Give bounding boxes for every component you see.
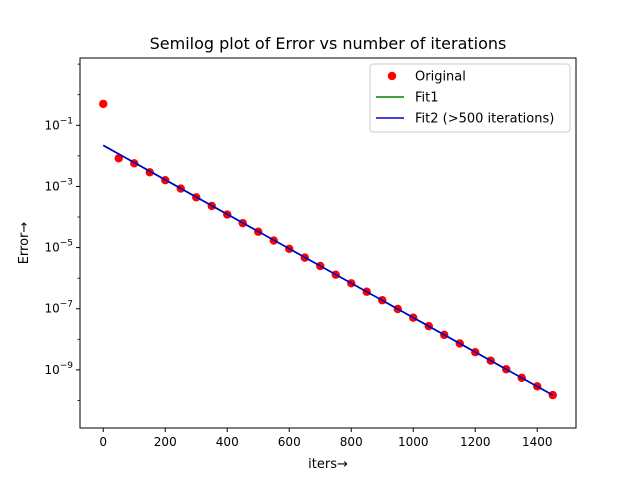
data-point xyxy=(114,154,123,163)
legend-label: Fit1 xyxy=(415,91,439,106)
x-tick-label: 1200 xyxy=(460,435,491,449)
legend-marker xyxy=(387,71,397,81)
series-line-2 xyxy=(102,144,554,396)
x-tick-label: 0 xyxy=(99,435,107,449)
y-tick-label: 10−9 xyxy=(44,361,73,377)
chart-title: Semilog plot of Error vs number of itera… xyxy=(150,34,507,53)
x-tick-label: 600 xyxy=(278,435,301,449)
legend-box xyxy=(369,63,571,133)
data-point xyxy=(99,99,108,109)
plot-area xyxy=(99,99,557,400)
x-tick-label: 200 xyxy=(154,435,177,449)
x-tick-label: 800 xyxy=(340,435,363,449)
y-tick-label: 10−1 xyxy=(44,116,73,132)
axes: 0 200 400 600 800 1000 1200 1400 10−9 10−7 10−5 10−… xyxy=(44,63,553,449)
y-axis-label: Error→ xyxy=(17,222,32,265)
y-tick-label: 10−5 xyxy=(44,239,73,255)
legend-label: Fit2 (>500 iterations) xyxy=(415,112,554,127)
y-tick-label: 10−7 xyxy=(44,300,73,316)
x-tick-label: 400 xyxy=(216,435,239,449)
legend-label: Original xyxy=(415,70,466,85)
axes-frame xyxy=(79,57,577,429)
legend: Original Fit1 Fit2 (>500 iterations) xyxy=(369,63,571,133)
x-tick-label: 1400 xyxy=(522,435,553,449)
y-tick-label: 10−3 xyxy=(44,177,73,193)
x-axis-label: iters→ xyxy=(308,457,348,472)
x-tick-label: 1000 xyxy=(398,435,429,449)
